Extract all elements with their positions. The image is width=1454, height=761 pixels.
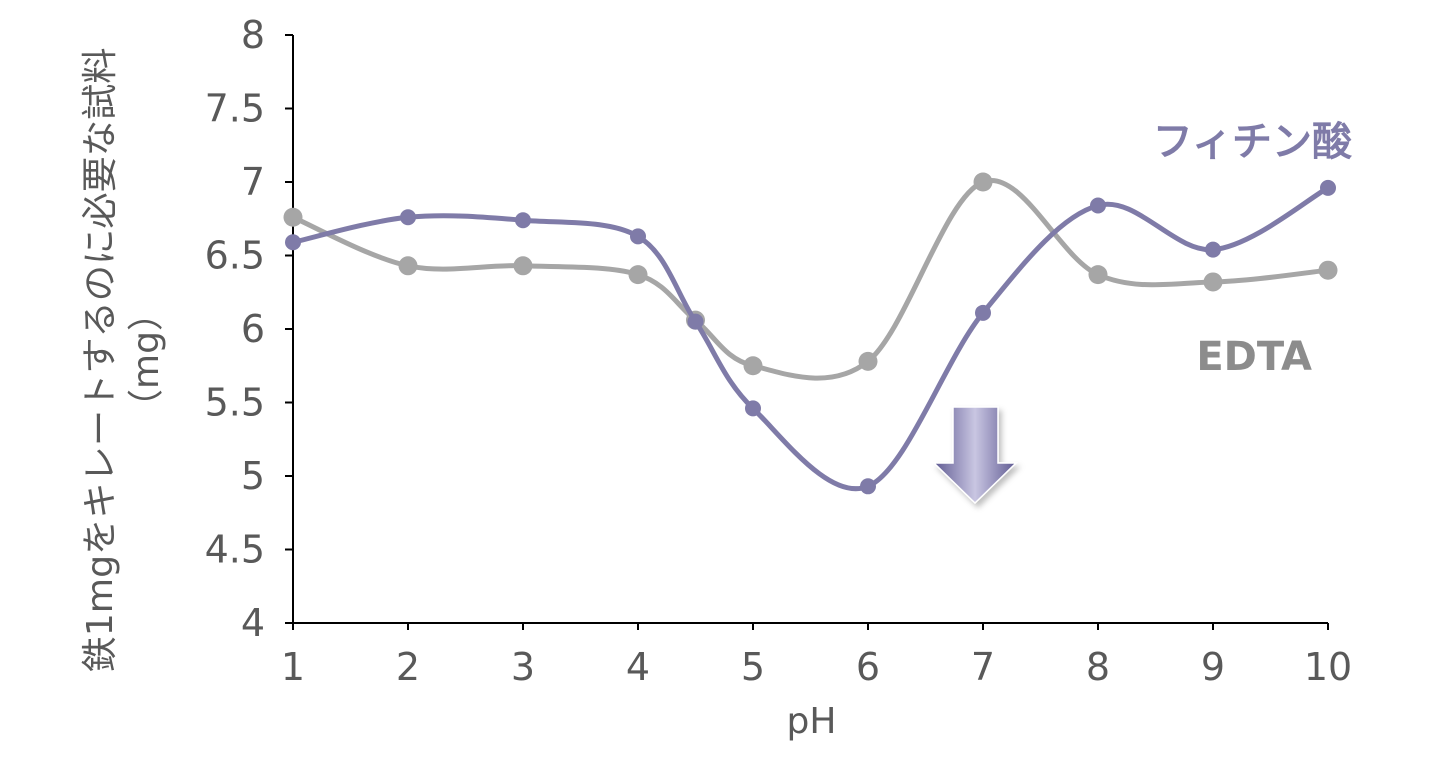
y-tick-label: 5: [241, 454, 265, 498]
series-phytic-acid: [285, 179, 1336, 495]
y-tick-label: 6.5: [205, 234, 265, 278]
data-point: [628, 265, 648, 285]
data-point: [1090, 197, 1106, 214]
x-tick-label: 10: [1304, 645, 1352, 689]
x-tick-label: 6: [856, 645, 880, 689]
y-axis-title-line1: 鉄1mgをキレートするのに必要な試料: [80, 48, 121, 673]
x-tick-label: 8: [1086, 645, 1110, 689]
x-axis-title: pH: [787, 701, 837, 742]
down-arrow-icon: [932, 406, 1018, 505]
data-point: [745, 400, 761, 417]
x-tick-label: 3: [511, 645, 535, 689]
y-tick-label: 5.5: [205, 381, 265, 425]
series-label-edta: EDTA: [1196, 334, 1312, 380]
x-tick-label: 4: [626, 645, 650, 689]
data-point: [283, 207, 303, 227]
x-tick-label: 7: [971, 645, 995, 689]
data-point: [398, 256, 418, 276]
data-point: [1203, 272, 1223, 292]
y-axis-ticks: 4 4.5 5 5.5 6 6.5 7 7.5 8: [205, 13, 293, 645]
data-point: [400, 209, 416, 226]
y-tick-label: 8: [241, 13, 265, 57]
data-point: [1205, 241, 1221, 258]
y-tick-label: 7: [241, 160, 265, 204]
x-axis-ticks: 1 2 3 4 5 6 7 8 9 10: [281, 623, 1352, 689]
series-line: [290, 185, 1331, 492]
data-point: [858, 351, 878, 371]
y-tick-label: 4.5: [205, 528, 265, 572]
data-point: [515, 212, 531, 229]
y-tick-label: 7.5: [205, 87, 265, 131]
data-point: [630, 228, 646, 245]
data-point: [973, 172, 993, 192]
data-point: [513, 256, 533, 276]
data-point: [1320, 179, 1336, 196]
x-tick-label: 9: [1201, 645, 1225, 689]
data-point: [1088, 265, 1108, 285]
y-axis-title: 鉄1mgをキレートするのに必要な試料 （mg）: [80, 48, 167, 673]
data-point: [975, 304, 991, 321]
data-point: [743, 356, 763, 376]
y-tick-label: 4: [241, 601, 265, 645]
data-point: [860, 478, 876, 495]
data-point: [285, 234, 301, 251]
data-point: [1318, 260, 1338, 280]
series-layer: [283, 172, 1338, 495]
x-tick-label: 1: [281, 645, 305, 689]
data-point: [687, 313, 704, 330]
series-line: [290, 177, 1331, 381]
series-label-phytic-acid: フィチン酸: [1153, 119, 1353, 165]
x-tick-label: 5: [741, 645, 765, 689]
x-tick-label: 2: [396, 645, 420, 689]
y-axis-title-line2: （mg）: [126, 295, 167, 425]
series-edta: [283, 172, 1338, 381]
y-tick-label: 6: [241, 307, 265, 351]
